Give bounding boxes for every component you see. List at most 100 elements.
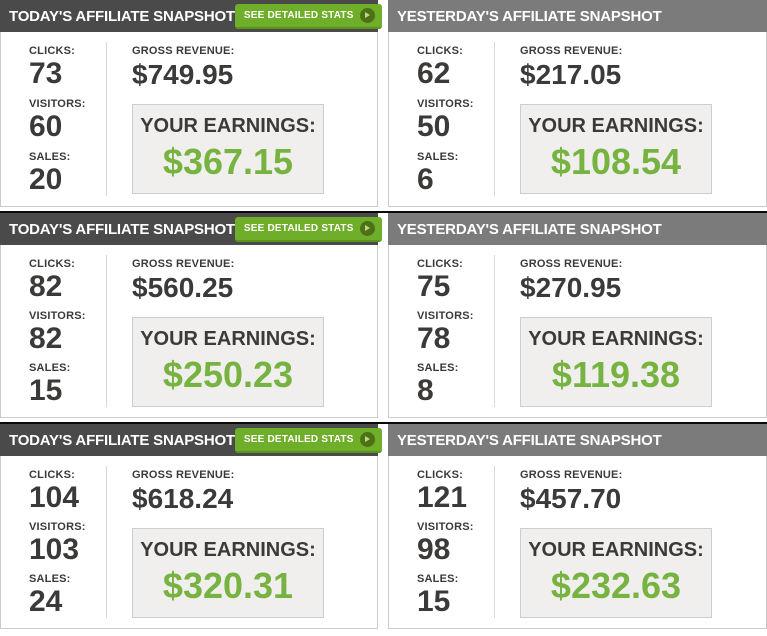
panel-body: CLICKS: 75 VISITORS: 78 SALES: 8 GROSS R… [388, 245, 767, 418]
visitors-stat: VISITORS: 60 [29, 98, 105, 145]
snapshot-row-3: TODAY'S AFFILIATE SNAPSHOT SEE DETAILED … [0, 422, 767, 629]
clicks-value: 73 [29, 57, 63, 90]
gross-revenue-value: $270.95 [520, 272, 622, 303]
clicks-value: 121 [417, 481, 468, 514]
visitors-label: VISITORS: [29, 520, 86, 533]
see-detailed-stats-button[interactable]: SEE DETAILED STATS [234, 216, 382, 242]
panel-title: YESTERDAY'S AFFILIATE SNAPSHOT [397, 431, 662, 449]
your-earnings-label: YOUR EARNINGS: [528, 115, 704, 138]
clicks-stat: CLICKS: 121 [417, 469, 493, 516]
sales-value: 20 [29, 162, 63, 196]
revenue-column: GROSS REVENUE: $457.70 YOUR EARNINGS: $2… [520, 469, 712, 619]
see-detailed-stats-button[interactable]: SEE DETAILED STATS [234, 427, 382, 453]
revenue-column: GROSS REVENUE: $749.95 YOUR EARNINGS: $3… [132, 45, 324, 195]
clicks-stat: CLICKS: 62 [417, 45, 493, 92]
panel-body: CLICKS: 121 VISITORS: 98 SALES: 15 GROSS… [388, 456, 767, 629]
clicks-stat: CLICKS: 104 [29, 469, 105, 516]
gross-revenue-value: $618.24 [132, 483, 234, 514]
your-earnings-label: YOUR EARNINGS: [140, 539, 316, 562]
vertical-divider [494, 42, 495, 196]
sales-stat: SALES: 24 [29, 573, 105, 620]
vertical-divider [106, 466, 107, 618]
sales-stat: SALES: 8 [417, 362, 493, 409]
clicks-value: 75 [417, 270, 451, 303]
clicks-stat: CLICKS: 75 [417, 258, 493, 305]
visitors-value: 60 [29, 109, 63, 143]
your-earnings-label: YOUR EARNINGS: [528, 539, 704, 562]
your-earnings-label: YOUR EARNINGS: [528, 328, 704, 351]
panel-header: TODAY'S AFFILIATE SNAPSHOT SEE DETAILED … [0, 213, 382, 245]
vertical-divider [494, 255, 495, 407]
visitors-stat: VISITORS: 98 [417, 521, 493, 568]
gross-revenue-label: GROSS REVENUE: [520, 258, 623, 270]
clicks-label: CLICKS: [29, 469, 76, 481]
clicks-stat: CLICKS: 82 [29, 258, 105, 305]
snapshot-row-1: TODAY'S AFFILIATE SNAPSHOT SEE DETAILED … [0, 0, 767, 207]
sales-stat: SALES: 20 [29, 151, 105, 198]
panel-title: TODAY'S AFFILIATE SNAPSHOT [9, 431, 235, 449]
stats-column: CLICKS: 62 VISITORS: 50 SALES: 6 [417, 45, 493, 197]
panel-header: TODAY'S AFFILIATE SNAPSHOT SEE DETAILED … [0, 0, 382, 32]
earnings-value: $119.38 [551, 354, 681, 396]
clicks-label: CLICKS: [29, 45, 76, 57]
sales-label: SALES: [29, 361, 71, 374]
visitors-value: 82 [29, 321, 63, 355]
visitors-value: 50 [417, 109, 451, 143]
visitors-stat: VISITORS: 50 [417, 98, 493, 145]
visitors-label: VISITORS: [29, 97, 86, 110]
see-detailed-stats-label: SEE DETAILED STATS [243, 433, 354, 445]
play-arrow-icon [365, 436, 371, 442]
revenue-column: GROSS REVENUE: $618.24 YOUR EARNINGS: $3… [132, 469, 324, 619]
earnings-value: $320.31 [162, 565, 294, 607]
gross-revenue-label: GROSS REVENUE: [520, 45, 623, 57]
gross-revenue-label: GROSS REVENUE: [520, 469, 623, 481]
revenue-column: GROSS REVENUE: $270.95 YOUR EARNINGS: $1… [520, 258, 712, 408]
visitors-label: VISITORS: [417, 520, 474, 533]
vertical-divider [106, 255, 107, 407]
panel-title: YESTERDAY'S AFFILIATE SNAPSHOT [397, 220, 662, 238]
gross-revenue-value: $217.05 [520, 59, 622, 90]
panel-body: CLICKS: 104 VISITORS: 103 SALES: 24 GROS… [0, 456, 378, 629]
visitors-label: VISITORS: [29, 309, 86, 322]
earnings-box: YOUR EARNINGS: $367.15 [132, 104, 324, 195]
see-detailed-stats-label: SEE DETAILED STATS [243, 9, 354, 21]
today-snapshot-panel-1: TODAY'S AFFILIATE SNAPSHOT SEE DETAILED … [0, 0, 382, 207]
panel-body: CLICKS: 62 VISITORS: 50 SALES: 6 GROSS R… [388, 32, 767, 207]
sales-label: SALES: [29, 572, 71, 585]
gross-revenue-label: GROSS REVENUE: [132, 469, 235, 481]
panel-header: YESTERDAY'S AFFILIATE SNAPSHOT [388, 0, 767, 32]
today-snapshot-panel-2: TODAY'S AFFILIATE SNAPSHOT SEE DETAILED … [0, 213, 382, 418]
panel-title: TODAY'S AFFILIATE SNAPSHOT [9, 220, 235, 238]
see-detailed-stats-button[interactable]: SEE DETAILED STATS [234, 3, 382, 29]
play-circle-icon [359, 220, 375, 236]
gross-revenue-label: GROSS REVENUE: [132, 45, 235, 57]
earnings-value: $232.63 [550, 565, 682, 607]
gross-revenue-value: $560.25 [132, 272, 234, 303]
vertical-divider [106, 42, 107, 196]
panel-header: TODAY'S AFFILIATE SNAPSHOT SEE DETAILED … [0, 424, 382, 456]
sales-stat: SALES: 6 [417, 151, 493, 198]
earnings-box: YOUR EARNINGS: $250.23 [132, 317, 324, 408]
your-earnings-label: YOUR EARNINGS: [140, 328, 316, 351]
stats-column: CLICKS: 75 VISITORS: 78 SALES: 8 [417, 258, 493, 408]
visitors-stat: VISITORS: 82 [29, 310, 105, 357]
earnings-value: $367.15 [162, 141, 294, 183]
revenue-column: GROSS REVENUE: $217.05 YOUR EARNINGS: $1… [520, 45, 712, 195]
panel-body: CLICKS: 82 VISITORS: 82 SALES: 15 GROSS … [0, 245, 378, 418]
gross-revenue-value: $457.70 [520, 483, 622, 514]
visitors-value: 98 [417, 532, 451, 566]
sales-label: SALES: [417, 361, 459, 374]
play-arrow-icon [365, 12, 371, 18]
sales-stat: SALES: 15 [29, 362, 105, 409]
sales-label: SALES: [29, 150, 71, 163]
panel-header: YESTERDAY'S AFFILIATE SNAPSHOT [388, 213, 767, 245]
yesterday-snapshot-panel-2: YESTERDAY'S AFFILIATE SNAPSHOT CLICKS: 7… [388, 213, 767, 418]
panel-header: YESTERDAY'S AFFILIATE SNAPSHOT [388, 424, 767, 456]
clicks-value: 104 [29, 481, 80, 514]
yesterday-snapshot-panel-1: YESTERDAY'S AFFILIATE SNAPSHOT CLICKS: 6… [388, 0, 767, 207]
snapshot-row-2: TODAY'S AFFILIATE SNAPSHOT SEE DETAILED … [0, 211, 767, 418]
sales-value: 15 [417, 584, 451, 618]
today-snapshot-panel-3: TODAY'S AFFILIATE SNAPSHOT SEE DETAILED … [0, 424, 382, 629]
visitors-stat: VISITORS: 103 [29, 521, 105, 568]
